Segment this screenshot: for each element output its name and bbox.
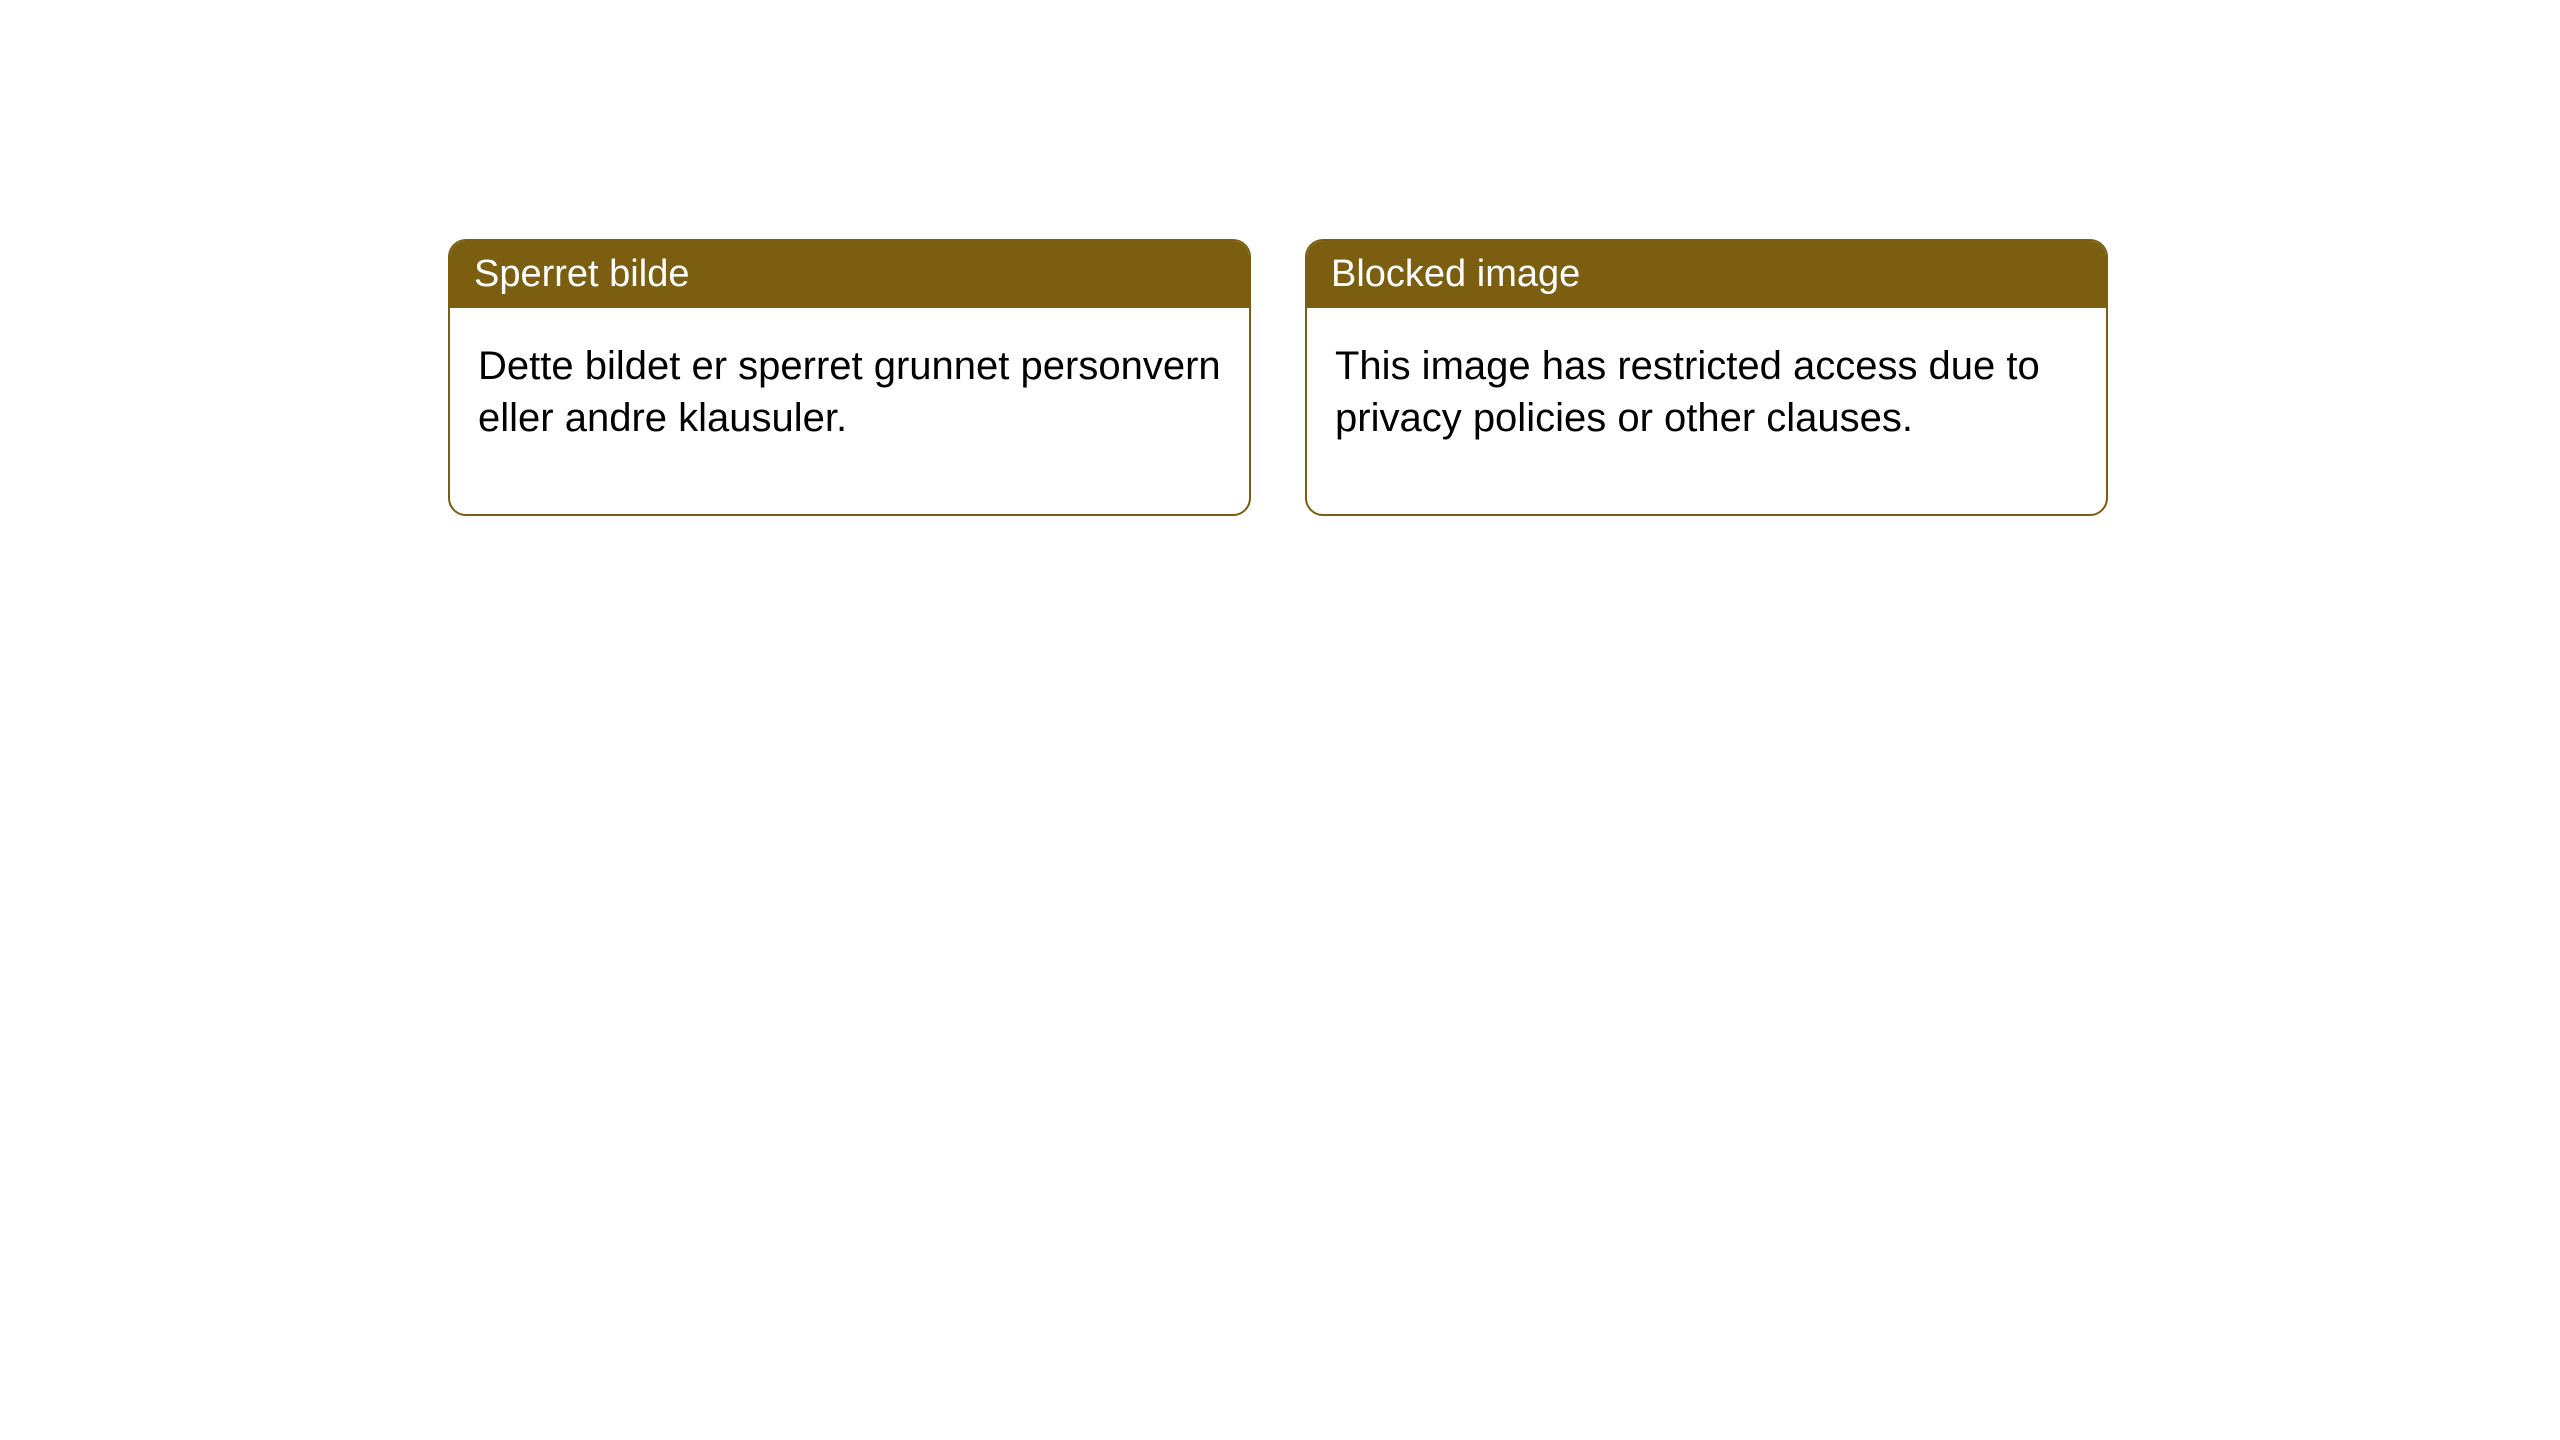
card-header: Sperret bilde bbox=[450, 241, 1249, 308]
notice-card-norwegian: Sperret bilde Dette bildet er sperret gr… bbox=[448, 239, 1251, 516]
card-title: Blocked image bbox=[1331, 253, 1580, 295]
card-body: This image has restricted access due to … bbox=[1307, 308, 2106, 514]
card-title: Sperret bilde bbox=[474, 253, 689, 295]
card-body-text: This image has restricted access due to … bbox=[1335, 344, 2040, 440]
card-header: Blocked image bbox=[1307, 241, 2106, 308]
notice-container: Sperret bilde Dette bildet er sperret gr… bbox=[0, 0, 2560, 516]
card-body: Dette bildet er sperret grunnet personve… bbox=[450, 308, 1249, 514]
notice-card-english: Blocked image This image has restricted … bbox=[1305, 239, 2108, 516]
card-body-text: Dette bildet er sperret grunnet personve… bbox=[478, 344, 1221, 440]
